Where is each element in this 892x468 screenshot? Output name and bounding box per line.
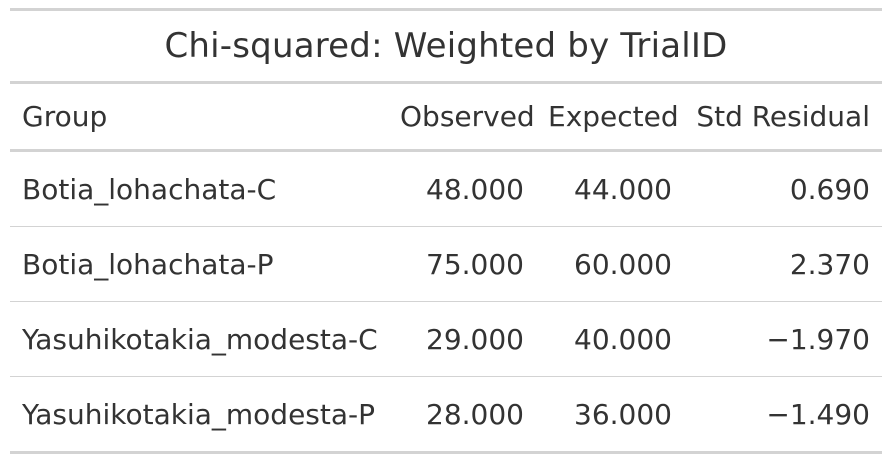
header-row: Group Observed Expected Std Residual <box>10 84 882 152</box>
cell-group: Botia_lohachata-C <box>10 150 388 227</box>
cell-expected: 60.000 <box>536 226 684 302</box>
chi-squared-table: Chi-squared: Weighted by TrialID Group O… <box>10 8 882 454</box>
cell-observed: 75.000 <box>388 226 536 302</box>
cell-std-residual: −1.490 <box>684 376 882 454</box>
cell-observed: 48.000 <box>388 150 536 227</box>
cell-observed: 29.000 <box>388 301 536 377</box>
cell-expected: 36.000 <box>536 376 684 454</box>
top-rule <box>10 8 882 11</box>
cell-expected: 40.000 <box>536 301 684 377</box>
table-row: Botia_lohachata-C 48.000 44.000 0.690 <box>10 150 882 227</box>
table-title: Chi-squared: Weighted by TrialID <box>10 11 882 84</box>
column-header-group: Group <box>10 84 388 152</box>
table-row: Yasuhikotakia_modesta-P 28.000 36.000 −1… <box>10 376 882 454</box>
cell-expected: 44.000 <box>536 150 684 227</box>
column-header-observed: Observed <box>388 84 536 152</box>
cell-group: Botia_lohachata-P <box>10 226 388 302</box>
table-row: Yasuhikotakia_modesta-C 29.000 40.000 −1… <box>10 301 882 377</box>
column-header-expected: Expected <box>536 84 684 152</box>
cell-group: Yasuhikotakia_modesta-P <box>10 376 388 454</box>
column-header-std-residual: Std Residual <box>684 84 882 152</box>
results-table: Group Observed Expected Std Residual Bot… <box>10 84 882 454</box>
cell-std-residual: 2.370 <box>684 226 882 302</box>
table-row: Botia_lohachata-P 75.000 60.000 2.370 <box>10 226 882 302</box>
cell-observed: 28.000 <box>388 376 536 454</box>
cell-std-residual: −1.970 <box>684 301 882 377</box>
cell-group: Yasuhikotakia_modesta-C <box>10 301 388 377</box>
cell-std-residual: 0.690 <box>684 150 882 227</box>
